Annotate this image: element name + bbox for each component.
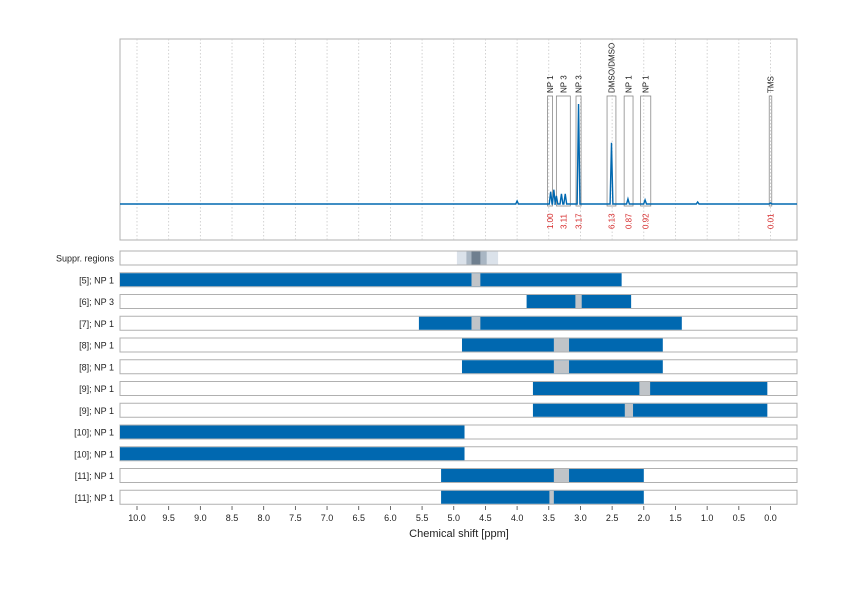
x-tick-label: 9.0 bbox=[194, 513, 207, 523]
row-label: [7]; NP 1 bbox=[79, 319, 114, 329]
row-frame bbox=[119, 337, 798, 353]
row-label: [9]; NP 1 bbox=[79, 406, 114, 416]
region-row: [11]; NP 1 bbox=[75, 468, 798, 483]
region-bar bbox=[441, 490, 644, 504]
row-label: [6]; NP 3 bbox=[79, 297, 114, 307]
peak-label: NP 1 bbox=[625, 75, 634, 93]
x-tick-label: 4.5 bbox=[479, 513, 492, 523]
x-tick-label: 0.5 bbox=[733, 513, 746, 523]
excluded-gap bbox=[553, 469, 570, 482]
excluded-gap bbox=[553, 338, 570, 352]
excluded-gap bbox=[549, 490, 554, 504]
x-tick-label: 6.5 bbox=[352, 513, 365, 523]
peak-label: DMSO/DMSO bbox=[607, 43, 616, 93]
row-label: [11]; NP 1 bbox=[75, 493, 114, 503]
excluded-gap bbox=[639, 382, 651, 395]
x-tick-label: 1.0 bbox=[701, 513, 714, 523]
integral-label: 6.13 bbox=[607, 213, 616, 229]
integral-label: 0.87 bbox=[625, 213, 634, 229]
x-tick-label: 8.0 bbox=[257, 513, 270, 523]
excluded-gap bbox=[624, 403, 634, 417]
x-axis-label: Chemical shift [ppm] bbox=[409, 528, 509, 540]
excluded-gap bbox=[553, 360, 570, 374]
region-row: [8]; NP 1 bbox=[79, 359, 798, 375]
row-label: [11]; NP 1 bbox=[75, 471, 114, 481]
region-row: [9]; NP 1 bbox=[79, 381, 798, 396]
x-tick-label: 7.0 bbox=[321, 513, 334, 523]
spectrum-line bbox=[120, 104, 797, 205]
x-tick-label: 4.0 bbox=[511, 513, 524, 523]
region-row: [11]; NP 1 bbox=[75, 489, 798, 505]
region-row: [8]; NP 1 bbox=[79, 337, 798, 353]
x-tick-label: 2.5 bbox=[606, 513, 619, 523]
x-tick-label: 0.0 bbox=[764, 513, 777, 523]
peak-label: NP 3 bbox=[559, 75, 568, 93]
integral-label: 0.01 bbox=[767, 213, 776, 229]
row-label: [10]; NP 1 bbox=[74, 428, 114, 438]
region-row: [5]; NP 1 bbox=[79, 272, 798, 288]
region-rows-panel: Suppr. regions [5]; NP 1 [6]; NP 3 [7]; NP … bbox=[56, 250, 798, 505]
peak-region-box bbox=[623, 95, 634, 207]
x-tick-label: 9.5 bbox=[162, 513, 175, 523]
peak-region-box bbox=[640, 95, 652, 207]
row-label: [8]; NP 1 bbox=[79, 341, 114, 351]
peak-region-box bbox=[606, 95, 617, 207]
row-frame bbox=[119, 294, 798, 309]
region-row: [9]; NP 1 bbox=[79, 402, 798, 418]
row-label: [5]; NP 1 bbox=[79, 275, 114, 285]
x-tick-label: 8.5 bbox=[226, 513, 239, 523]
integral-label: 3.17 bbox=[575, 213, 584, 229]
region-row: Suppr. regions bbox=[56, 250, 798, 266]
x-tick-label: 2.0 bbox=[638, 513, 651, 523]
peak-region-box bbox=[575, 95, 582, 207]
region-bar bbox=[441, 469, 644, 482]
row-frame bbox=[119, 359, 798, 375]
peak-region-box bbox=[547, 95, 553, 207]
region-bar bbox=[532, 403, 768, 417]
integral-label: 1.00 bbox=[546, 213, 555, 229]
peak-label: TMS bbox=[767, 76, 776, 93]
integral-label: 0.92 bbox=[642, 213, 651, 229]
row-label: [8]; NP 1 bbox=[79, 362, 114, 372]
region-bar bbox=[418, 316, 682, 330]
x-axis: 10.0 9.5 9.0 8.5 8.0 7.5 7.0 6.5 6.0 5.5 5.0 4.5 4.0… bbox=[128, 506, 777, 523]
spectrum-frame bbox=[119, 38, 798, 241]
region-row: [10]; NP 1 bbox=[74, 424, 798, 440]
row-label: Suppr. regions bbox=[56, 254, 115, 264]
spectrum-panel: NP 1 1.00 NP 3 3.11 NP 3 3.17 DMSO/DMSO 6.13 NP … bbox=[119, 38, 798, 241]
peak-region-box bbox=[768, 95, 773, 207]
x-tick-label: 5.5 bbox=[416, 513, 429, 523]
excluded-gap bbox=[471, 273, 481, 287]
row-label: [9]; NP 1 bbox=[79, 384, 114, 394]
region-bar bbox=[120, 425, 465, 439]
row-label: [10]; NP 1 bbox=[74, 449, 114, 459]
region-bar bbox=[120, 273, 622, 287]
peak-region-box bbox=[555, 95, 571, 207]
x-tick-label: 10.0 bbox=[128, 513, 146, 523]
peak-label: NP 3 bbox=[575, 75, 584, 93]
x-tick-label: 3.5 bbox=[543, 513, 556, 523]
x-tick-label: 5.0 bbox=[447, 513, 460, 523]
region-row: [7]; NP 1 bbox=[79, 315, 798, 331]
suppression-band bbox=[471, 251, 481, 265]
excluded-gap bbox=[575, 295, 582, 308]
peak-label: NP 1 bbox=[546, 75, 555, 93]
peak-label: NP 1 bbox=[642, 75, 651, 93]
integral-label: 3.11 bbox=[559, 213, 568, 229]
x-tick-label: 7.5 bbox=[289, 513, 302, 523]
region-row: [10]; NP 1 bbox=[74, 446, 798, 462]
region-bar bbox=[532, 382, 768, 395]
region-row: [6]; NP 3 bbox=[79, 294, 798, 309]
excluded-gap bbox=[471, 316, 481, 330]
x-tick-label: 3.0 bbox=[574, 513, 587, 523]
x-tick-label: 6.0 bbox=[384, 513, 397, 523]
region-bar bbox=[120, 447, 465, 461]
x-tick-label: 1.5 bbox=[669, 513, 682, 523]
